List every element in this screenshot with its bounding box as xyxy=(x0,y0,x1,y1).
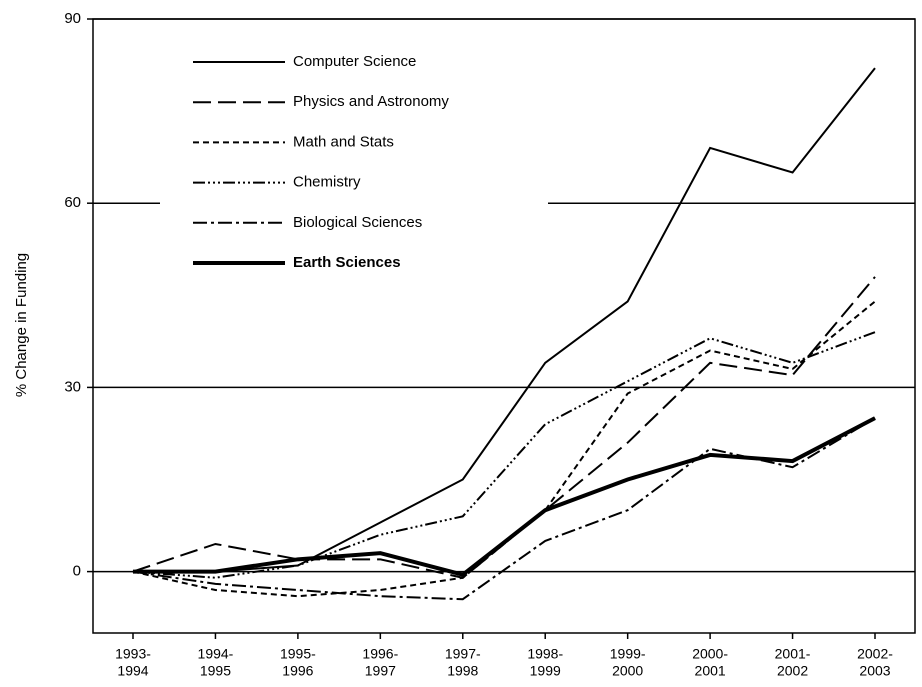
x-tick-label: 1996 xyxy=(282,663,313,679)
x-tick-label: 1997- xyxy=(445,646,481,662)
x-tick-label: 1996- xyxy=(362,646,398,662)
x-tick-label: 2002 xyxy=(777,663,808,679)
series-line xyxy=(133,416,876,577)
x-tick-label: 1993- xyxy=(115,646,151,662)
series-line xyxy=(132,276,876,579)
y-tick-label: 90 xyxy=(64,10,81,27)
x-tick-label: 1994- xyxy=(198,646,234,662)
legend-box xyxy=(160,40,548,285)
x-tick-label: 1997 xyxy=(365,663,396,679)
x-tick-label: 2000- xyxy=(692,646,728,662)
series-line xyxy=(132,300,876,598)
x-tick-label: 2001- xyxy=(775,646,811,662)
y-tick-label: 30 xyxy=(64,378,81,395)
y-tick-label: 0 xyxy=(73,563,81,580)
x-tick-label: 2003 xyxy=(859,663,890,679)
legend-label: Physics and Astronomy xyxy=(293,93,449,110)
legend-label: Biological Sciences xyxy=(293,214,422,231)
legend-label: Earth Sciences xyxy=(293,254,401,271)
x-tick-label: 1999- xyxy=(610,646,646,662)
x-tick-label: 1998 xyxy=(447,663,478,679)
x-tick-label: 2001 xyxy=(695,663,726,679)
x-tick-label: 1995- xyxy=(280,646,316,662)
series-line xyxy=(132,417,876,601)
y-axis-label: % Change in Funding xyxy=(13,253,30,397)
plot-frame xyxy=(92,18,916,634)
x-tick-label: 2002- xyxy=(857,646,893,662)
x-tick-label: 1998- xyxy=(527,646,563,662)
y-tick-label: 60 xyxy=(64,194,81,211)
legend-label: Math and Stats xyxy=(293,133,394,150)
legend-label: Computer Science xyxy=(293,53,416,70)
x-tick-label: 1999 xyxy=(530,663,561,679)
x-tick-label: 1994 xyxy=(117,663,148,679)
x-tick-label: 2000 xyxy=(612,663,643,679)
series-line xyxy=(132,331,876,579)
x-tick-label: 1995 xyxy=(200,663,231,679)
legend-label: Chemistry xyxy=(293,174,361,191)
series-line xyxy=(133,67,876,573)
